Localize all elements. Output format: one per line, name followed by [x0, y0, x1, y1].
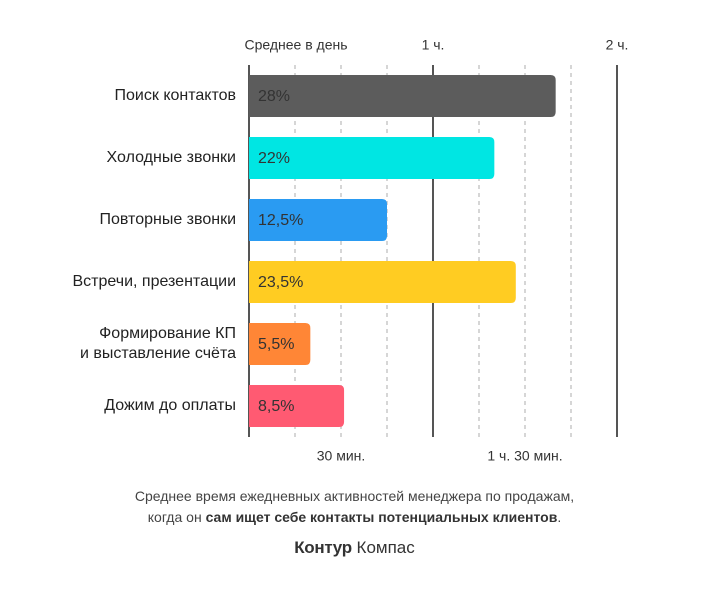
x-tick-label: 1 ч. — [422, 37, 445, 53]
category-label: Встречи, презентации — [72, 273, 236, 290]
x-tick-label: 1 ч. 30 мин. — [487, 448, 562, 464]
bar — [249, 137, 495, 179]
category-label: Холодные звонки — [106, 149, 236, 166]
caption-bold: сам ищет себе контакты потенциальных кли… — [205, 509, 558, 525]
logo-product: Компас — [356, 538, 415, 557]
category-label: Дожим до оплаты — [104, 397, 236, 414]
caption-end: . — [557, 509, 562, 525]
x-tick-label: 30 мин. — [317, 448, 366, 464]
bar — [249, 323, 311, 365]
category-label: Повторные звонки — [99, 211, 237, 228]
bar-label: 12,5% — [258, 212, 303, 229]
bar — [249, 75, 556, 117]
x-axis-title: Среднее в день — [244, 37, 347, 53]
bar — [249, 199, 387, 241]
caption: Среднее время ежедневных активностей мен… — [0, 486, 709, 528]
logo: Контур Компас — [0, 538, 709, 558]
bar — [249, 385, 345, 427]
bar-label: 8,5% — [258, 398, 294, 415]
caption-text: Среднее время ежедневных активностей мен… — [134, 488, 575, 525]
bar-label: 22% — [258, 150, 290, 167]
bar-label: 28% — [258, 88, 290, 105]
bar — [249, 261, 516, 303]
bar-label: 5,5% — [258, 336, 294, 353]
category-label: Поиск контактов — [114, 87, 236, 104]
category-label: Формирование КП и выставление счёта — [79, 325, 236, 362]
x-tick-label: 2 ч. — [606, 37, 629, 53]
logo-brand: Контур — [294, 538, 352, 557]
bar-label: 23,5% — [258, 274, 303, 291]
